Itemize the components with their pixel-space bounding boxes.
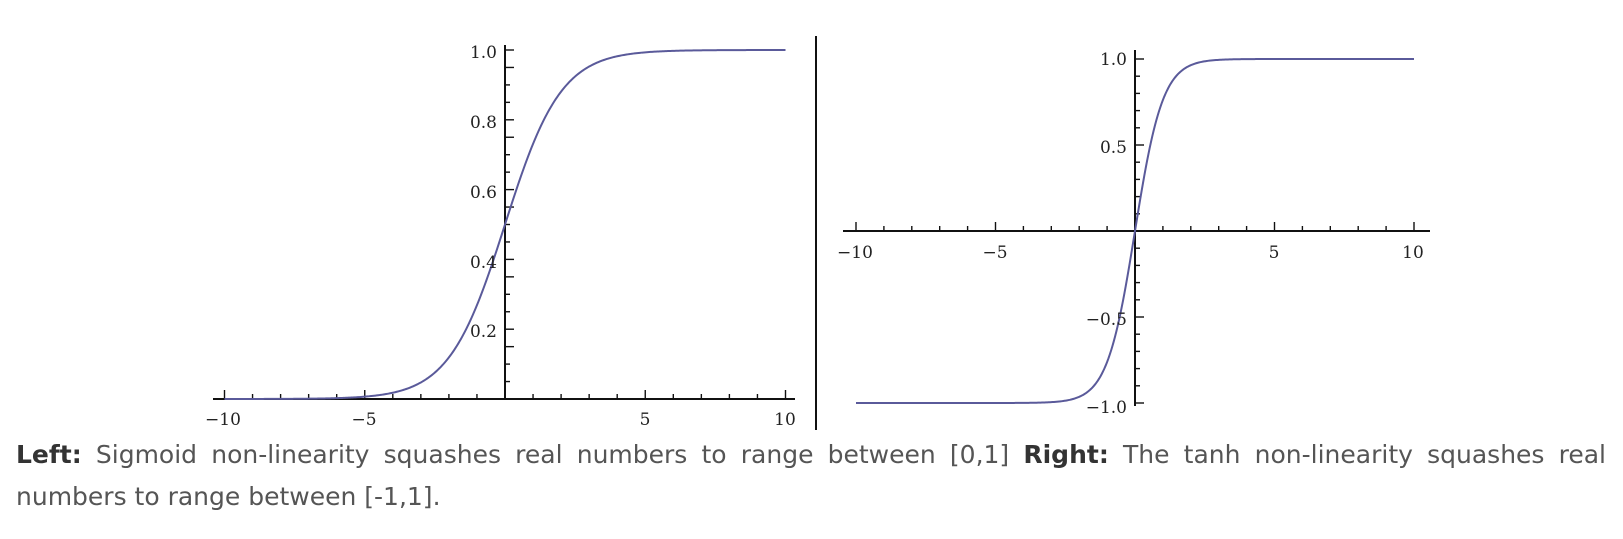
- tanh-y-tick-label: −0.5: [1086, 310, 1127, 330]
- sigmoid-y-tick-label: 1.0: [470, 43, 497, 63]
- sigmoid-x-tick-label: 10: [774, 410, 796, 430]
- tanh-x-tick-label: −5: [982, 243, 1007, 263]
- sigmoid-y-tick-label: 0.6: [470, 183, 497, 203]
- caption-left-text: Sigmoid non-linearity squashes real numb…: [81, 440, 1024, 469]
- sigmoid-plot: −10 −5 5 10 0.2 0.4 0.6 0.8 1.0: [205, 43, 796, 430]
- activation-charts: −10 −5 5 10 0.2 0.4 0.6 0.8 1.0 −10 −5 5…: [205, 36, 1430, 430]
- sigmoid-y-tick-label: 0.4: [470, 253, 497, 273]
- tanh-axis-ticks: [855, 58, 1415, 404]
- tanh-plot: −10 −5 5 10 −1.0 −0.5 0.5 1.0: [837, 50, 1430, 418]
- tanh-y-tick-label: −1.0: [1086, 398, 1127, 418]
- tanh-y-tick-label: 0.5: [1100, 138, 1127, 158]
- figure-caption: Left: Sigmoid non-linearity squashes rea…: [16, 434, 1606, 518]
- sigmoid-curve: [224, 49, 786, 400]
- tanh-x-tick-label: −10: [837, 243, 873, 263]
- tanh-x-tick-label: 5: [1269, 243, 1280, 263]
- tanh-y-tick-label: 1.0: [1100, 50, 1127, 70]
- tanh-x-tick-label: 10: [1402, 243, 1424, 263]
- caption-right-label: Right:: [1023, 440, 1109, 469]
- sigmoid-x-tick-label: −5: [351, 410, 376, 430]
- sigmoid-y-tick-label: 0.2: [470, 322, 497, 342]
- caption-left-label: Left:: [16, 440, 82, 469]
- caption-right-text: The tanh non-linearity squashes real num…: [16, 440, 1606, 511]
- tanh-curve: [856, 58, 1414, 404]
- sigmoid-x-tick-label: 5: [640, 410, 651, 430]
- sigmoid-x-tick-label: −10: [205, 410, 241, 430]
- sigmoid-y-tick-label: 0.8: [470, 113, 497, 133]
